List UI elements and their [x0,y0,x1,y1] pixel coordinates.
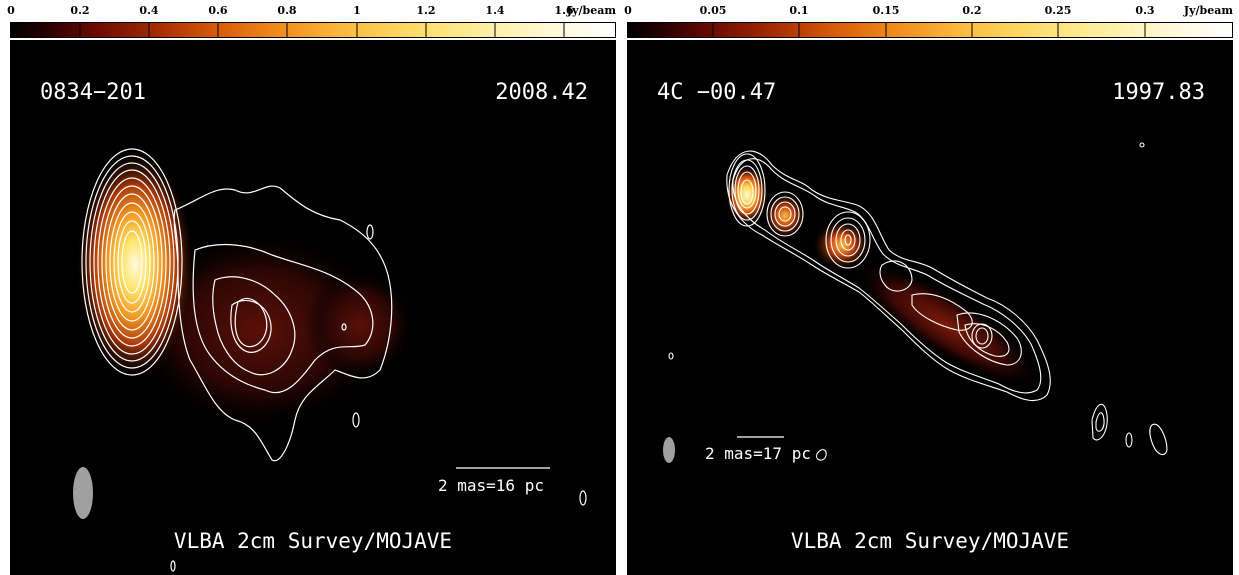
contours [81,148,587,572]
survey-label: VLBA 2cm Survey/MOJAVE [790,529,1070,553]
jet-image [627,40,1233,575]
source-name: 0834−201 [40,80,146,105]
radio-map: 0834−201 2008.42 2 mas=16 pc VLBA 2cm Su… [10,40,616,575]
colorbar-tickmarks [712,22,1146,38]
epoch-label: 1997.83 [1112,80,1205,105]
jet-emission [852,261,1042,389]
source-name: 4C −00.47 [657,80,777,105]
scale-bar-label: 2 mas=16 pc [438,476,544,495]
colorbar-tick: 0.2 [70,4,90,17]
beam-ellipse [663,437,675,463]
colorbar-tick: 0.1 [789,4,809,17]
colorbar-tick: 0.2 [962,4,982,17]
jet-image [10,40,616,575]
colorbar-tick: 0.25 [1044,4,1072,17]
scale-bar-label: 2 mas=17 pc [705,444,811,463]
beam-ellipse [73,467,93,519]
contours [668,142,1168,461]
colorbar-tick-labels: 0 0.05 0.1 0.15 0.2 0.25 0.3 Jy/beam [624,0,1235,22]
colorbar-tick: 0 [7,4,15,17]
colorbar-unit: Jy/beam [1183,4,1233,17]
colorbar-tick: 0.3 [1135,4,1155,17]
radio-map: 4C −00.47 1997.83 2 mas=17 pc VLBA 2cm S… [627,40,1233,575]
epoch-label: 2008.42 [495,80,588,105]
colorbar-tick: 1.4 [485,4,505,17]
colorbar-tick: 0.6 [208,4,228,17]
vlbi-image-panel-right: 0 0.05 0.1 0.15 0.2 0.25 0.3 Jy/beam [624,0,1235,575]
colorbar-tick-labels: 0 0.2 0.4 0.6 0.8 1 1.2 1.4 1.6 Jy/beam [7,0,618,22]
colorbar-tickmarks [79,22,565,38]
vlbi-image-panel-left: 0 0.2 0.4 0.6 0.8 1 1.2 1.4 1.6 Jy/beam [7,0,618,575]
colorbar [10,22,616,38]
colorbar [627,22,1233,38]
colorbar-tick: 0.8 [277,4,297,17]
survey-label: VLBA 2cm Survey/MOJAVE [173,529,453,553]
colorbar-tick: 1.2 [416,4,436,17]
colorbar-tick: 0.15 [872,4,900,17]
jet-emission [305,270,415,380]
colorbar-unit: Jy/beam [566,4,616,17]
colorbar-tick: 1.6 [554,4,574,17]
colorbar-tick: 1 [353,4,361,17]
colorbar-tick: 0.05 [699,4,727,17]
jet-emission [130,230,390,430]
colorbar-tick: 0 [624,4,632,17]
colorbar-tick: 0.4 [139,4,159,17]
